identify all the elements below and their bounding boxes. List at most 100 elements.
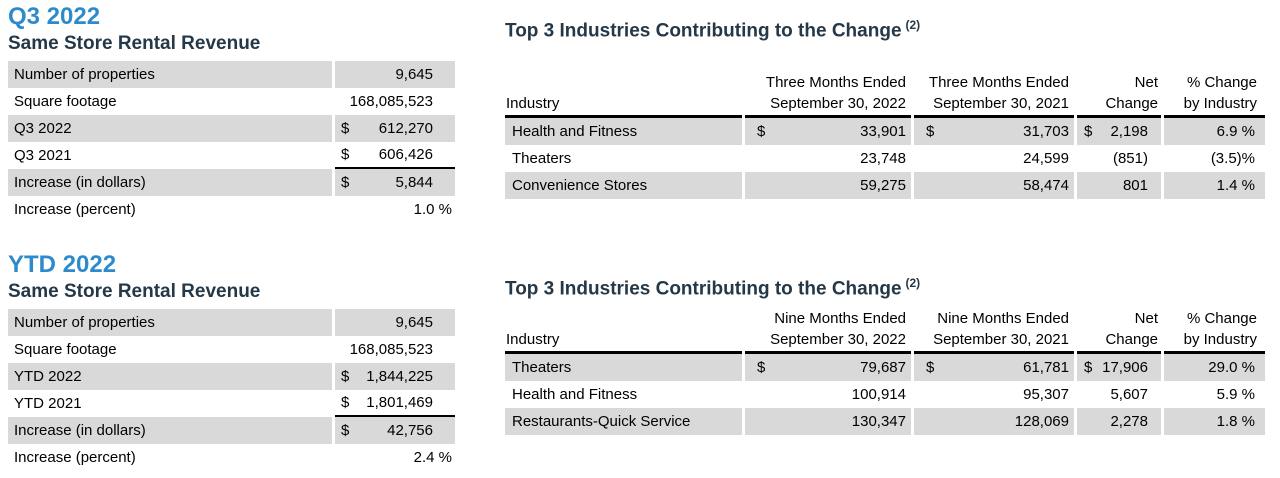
table-row: Increase (percent) 1.0 % bbox=[8, 196, 455, 223]
ytd-industries-section: Top 3 Industries Contributing to the Cha… bbox=[505, 271, 1266, 436]
industries-table: Health and Fitness $33,901 $31,703 $2,19… bbox=[505, 118, 1266, 200]
table-row: Square footage 168,085,523 bbox=[8, 336, 455, 363]
pct-change: 5.9 % bbox=[1216, 386, 1255, 404]
row-value-cell: 168,085,523 bbox=[335, 336, 455, 363]
row-value: 5,844 bbox=[395, 174, 433, 191]
row-value-cell: $42,756 bbox=[335, 417, 455, 444]
net-change: 2,198 bbox=[1110, 123, 1148, 141]
row-value-cell: $5,844 bbox=[335, 169, 455, 196]
industry-row: Theaters $79,687 $61,781 $17,906 29.0 % bbox=[505, 354, 1266, 382]
industries-title-text: Top 3 Industries Contributing to the Cha… bbox=[505, 20, 902, 42]
q3-industries-section: Top 3 Industries Contributing to the Cha… bbox=[505, 13, 1266, 200]
value-2021: 128,069 bbox=[1014, 413, 1069, 431]
currency-symbol: $ bbox=[341, 146, 350, 163]
row-value-cell: 2.4 % bbox=[335, 444, 455, 471]
row-value: 1.0 % bbox=[413, 201, 452, 218]
row-label: Number of properties bbox=[8, 61, 332, 88]
pct-change: 29.0 % bbox=[1164, 354, 1265, 382]
currency-symbol: $ bbox=[926, 123, 935, 141]
pct-change: 1.8 % bbox=[1164, 408, 1265, 436]
net-change: (851) bbox=[1112, 150, 1148, 168]
table-row: Number of properties 9,645 bbox=[8, 309, 455, 336]
row-value-cell: $1,844,225 bbox=[335, 363, 455, 390]
net-change-cell: 2,278 bbox=[1077, 408, 1161, 436]
net-change-cell: $2,198 bbox=[1077, 118, 1161, 146]
row-value-cell: 168,085,523 bbox=[335, 88, 455, 115]
currency-symbol: $ bbox=[757, 123, 766, 141]
value-2021-cell: 128,069 bbox=[914, 408, 1074, 436]
period-heading: YTD 2022 bbox=[8, 251, 117, 278]
row-value-cell: $1,801,469 bbox=[335, 390, 455, 417]
value-2021: 31,703 bbox=[1023, 123, 1069, 141]
currency-symbol: $ bbox=[341, 368, 350, 385]
table-row: Number of properties 9,645 bbox=[8, 61, 455, 88]
column-header-pct-change: % Change by Industry bbox=[1164, 308, 1265, 355]
currency-symbol: $ bbox=[757, 359, 766, 377]
row-value-cell: $606,426 bbox=[335, 142, 455, 169]
q3-summary-section: Q3 2022 Same Store Rental Revenue Number… bbox=[8, 3, 455, 223]
industry-name: Convenience Stores bbox=[505, 172, 742, 200]
period-heading: Q3 2022 bbox=[8, 3, 101, 30]
industry-name: Theaters bbox=[505, 354, 742, 382]
row-value-cell: 9,645 bbox=[335, 61, 455, 88]
value-2021: 95,307 bbox=[1023, 386, 1069, 404]
row-value: 9,645 bbox=[395, 314, 433, 331]
net-change-cell: (851) bbox=[1077, 145, 1161, 172]
value-2022: 79,687 bbox=[860, 359, 906, 377]
industries-table: Theaters $79,687 $61,781 $17,906 29.0 % … bbox=[505, 354, 1266, 436]
net-change-cell: 5,607 bbox=[1077, 381, 1161, 408]
net-change: 17,906 bbox=[1102, 359, 1148, 377]
row-value-cell: $612,270 bbox=[335, 115, 455, 142]
footnote-marker: (2) bbox=[905, 276, 921, 290]
value-2022: 130,347 bbox=[851, 413, 906, 431]
column-header-industry: Industry bbox=[505, 93, 742, 119]
row-value: 168,085,523 bbox=[349, 93, 433, 110]
section-subtitle: Same Store Rental Revenue bbox=[8, 281, 261, 302]
table-row: YTD 2021 $1,801,469 bbox=[8, 390, 455, 417]
value-2021: 58,474 bbox=[1023, 177, 1069, 195]
row-value-cell: 9,645 bbox=[335, 309, 455, 336]
value-2022-cell: $33,901 bbox=[745, 118, 911, 146]
summary-table: Number of properties 9,645 Square footag… bbox=[8, 61, 455, 223]
currency-symbol: $ bbox=[341, 394, 350, 411]
net-change: 5,607 bbox=[1110, 386, 1148, 404]
industry-name: Theaters bbox=[512, 150, 572, 168]
industry-row: Theaters 23,748 24,599 (851) (3.5)% bbox=[505, 145, 1266, 172]
industries-title-text: Top 3 Industries Contributing to the Cha… bbox=[505, 278, 902, 300]
value-2022: 23,748 bbox=[860, 150, 906, 168]
ytd-summary-section: YTD 2022 Same Store Rental Revenue Numbe… bbox=[8, 251, 455, 471]
row-label: Number of properties bbox=[8, 309, 332, 336]
value-2022-cell: 59,275 bbox=[745, 172, 911, 200]
summary-table: Number of properties 9,645 Square footag… bbox=[8, 309, 455, 471]
column-header-period-2022: Three Months Ended September 30, 2022 bbox=[745, 72, 911, 119]
net-change: 2,278 bbox=[1110, 413, 1148, 431]
pct-change: (3.5)% bbox=[1210, 150, 1255, 168]
row-label: Square footage bbox=[14, 341, 117, 358]
row-label: YTD 2021 bbox=[14, 395, 82, 412]
industry-row: Restaurants-Quick Service 130,347 128,06… bbox=[505, 408, 1266, 436]
value-2021-cell: 95,307 bbox=[914, 381, 1074, 408]
row-label: Increase (in dollars) bbox=[8, 417, 332, 444]
table-row: Increase (percent) 2.4 % bbox=[8, 444, 455, 471]
value-2022-cell: 100,914 bbox=[745, 381, 911, 408]
row-label: YTD 2022 bbox=[8, 363, 332, 390]
value-2021-cell: $31,703 bbox=[914, 118, 1074, 146]
table-row: Increase (in dollars) $42,756 bbox=[8, 417, 455, 444]
industries-header-row: Industry Three Months Ended September 30… bbox=[505, 72, 1266, 119]
industries-title: Top 3 Industries Contributing to the Cha… bbox=[505, 13, 1266, 43]
value-2021: 24,599 bbox=[1023, 150, 1069, 168]
industry-name: Health and Fitness bbox=[505, 118, 742, 146]
table-row: Square footage 168,085,523 bbox=[8, 88, 455, 115]
row-value: 2.4 % bbox=[413, 449, 452, 466]
value-2022: 59,275 bbox=[860, 177, 906, 195]
value-2022: 33,901 bbox=[860, 123, 906, 141]
value-2022-cell: $79,687 bbox=[745, 354, 911, 382]
row-value: 606,426 bbox=[378, 146, 433, 163]
column-header-net-change: Net Change bbox=[1077, 72, 1161, 119]
industry-row: Convenience Stores 59,275 58,474 801 1.4… bbox=[505, 172, 1266, 200]
column-header-pct-change: % Change by Industry bbox=[1164, 72, 1265, 119]
table-row: YTD 2022 $1,844,225 bbox=[8, 363, 455, 390]
row-value: 9,645 bbox=[395, 66, 433, 83]
column-header-net-change: Net Change bbox=[1077, 308, 1161, 355]
industry-row: Health and Fitness $33,901 $31,703 $2,19… bbox=[505, 118, 1266, 146]
